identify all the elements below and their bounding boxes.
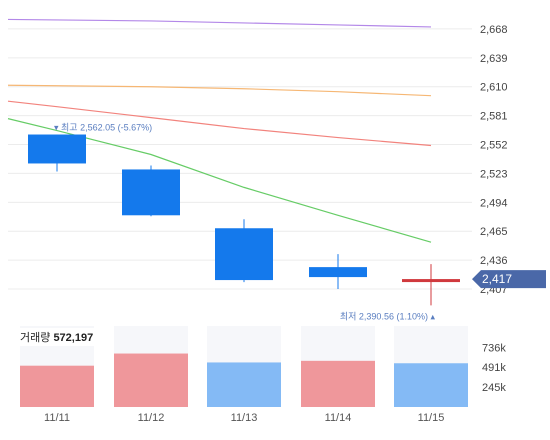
candle-body (309, 267, 367, 278)
price-axis: 2,668 2,639 2,610 2,581 2,552 2,523 2,494 2,465… (472, 24, 546, 296)
price-tick-label: 2,436 (480, 255, 508, 267)
price-tick-label: 2,523 (480, 168, 508, 180)
volume-tick-label: 245k (482, 382, 506, 394)
volume-label: 거래량 (20, 332, 51, 344)
moving-average-line (7, 118, 432, 243)
moving-average-lines (7, 18, 432, 243)
candle-body (215, 228, 273, 281)
volume-tick-label: 736k (482, 342, 506, 354)
date-label: 11/12 (138, 412, 165, 424)
volume-bar (20, 365, 94, 407)
date-label: 11/11 (44, 412, 70, 424)
current-price-label: 2,417 (482, 272, 512, 286)
moving-average-line (7, 100, 432, 147)
volume-bar (394, 363, 468, 407)
price-tick-label: 2,494 (480, 197, 508, 209)
price-tick-label: 2,668 (480, 24, 508, 36)
candles (28, 134, 460, 306)
moving-average-line (7, 18, 432, 28)
date-label: 11/15 (418, 412, 445, 424)
candle-body (122, 169, 180, 216)
date-label: 11/14 (325, 412, 352, 424)
low-annotation: 최저 2,390.56 (1.10%) ▴ (340, 311, 436, 321)
volume-tick-label: 491k (482, 362, 506, 374)
annotations: ▾ 최고 2,562.05 (-5.67%) 최저 2,390.56 (1.10%… (54, 123, 435, 322)
high-annotation: ▾ 최고 2,562.05 (-5.67%) (54, 123, 152, 133)
volume-axis: 736k 491k 245k (482, 342, 506, 394)
price-tick-label: 2,639 (480, 53, 508, 65)
candle-body (402, 279, 460, 283)
moving-average-line (7, 84, 432, 97)
volume-value: 572,197 (53, 332, 94, 344)
price-tick-label: 2,552 (480, 140, 508, 152)
date-label: 11/13 (231, 412, 258, 424)
volume-readout: 거래량 572,197 (16, 328, 98, 346)
candle-body (28, 134, 86, 164)
volume-bar (301, 360, 375, 407)
price-tick-label: 2,610 (480, 82, 508, 94)
current-price-tag (472, 270, 546, 289)
price-tick-label: 2,465 (480, 226, 508, 238)
date-axis: 11/11 11/12 11/13 11/14 11/15 (44, 412, 444, 424)
price-tick-label: 2,581 (480, 111, 508, 123)
volume-bar (207, 362, 281, 407)
volume-bar (114, 353, 188, 407)
